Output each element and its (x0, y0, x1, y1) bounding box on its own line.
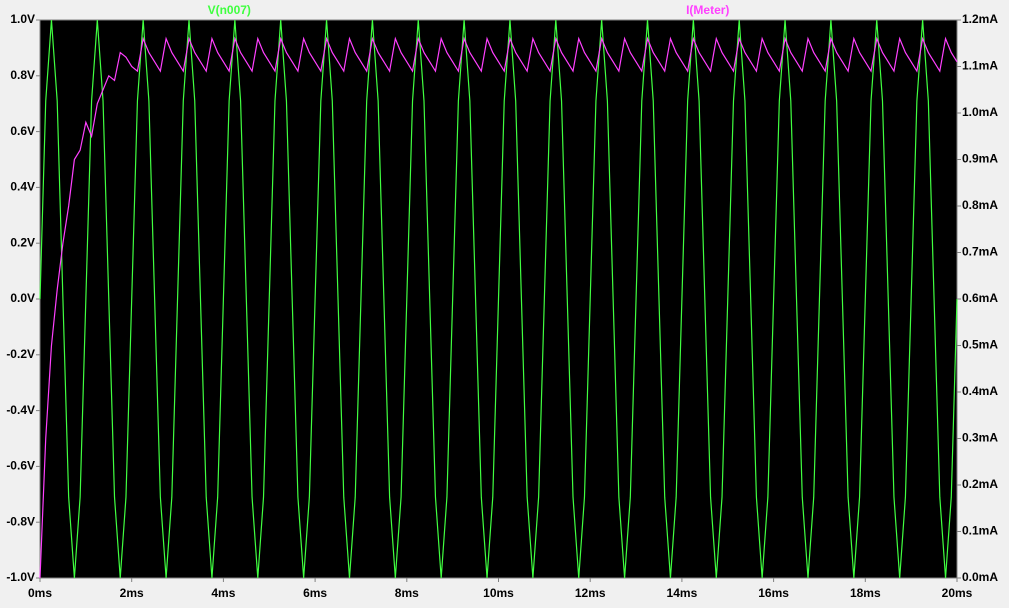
y-tick-label: 0.0V (10, 291, 35, 305)
series-line (39, 19, 958, 579)
x-tick-label: 20ms (942, 586, 973, 600)
x-tick-label: 8ms (395, 586, 419, 600)
y2-tick-label: 0.9mA (962, 152, 998, 166)
y-tick-label: -0.4V (6, 403, 35, 417)
y2-tick-label: 1.0mA (962, 105, 998, 119)
x-tick-label: 14ms (667, 586, 698, 600)
x-tick-label: 0ms (28, 586, 52, 600)
y-tick-label: 0.4V (10, 180, 35, 194)
y-tick-label: 0.8V (10, 68, 35, 82)
y2-tick-label: 0.5mA (962, 338, 998, 352)
series-line (39, 36, 958, 579)
y2-tick-label: 1.2mA (962, 12, 998, 26)
y2-tick-label: 0.2mA (962, 477, 998, 491)
y-tick-label: -0.8V (6, 514, 35, 528)
y2-tick-label: 1.1mA (962, 59, 998, 73)
y2-tick-label: 0.1mA (962, 524, 998, 538)
legend-entry: I(Meter) (686, 3, 729, 17)
y-tick-label: 0.2V (10, 235, 35, 249)
x-tick-label: 2ms (120, 586, 144, 600)
y-tick-label: -1.0V (6, 570, 35, 584)
x-tick-label: 12ms (575, 586, 606, 600)
y2-tick-label: 0.7mA (962, 245, 998, 259)
y-tick-label: -0.2V (6, 347, 35, 361)
y2-tick-label: 0.8mA (962, 198, 998, 212)
y2-tick-label: 0.4mA (962, 384, 998, 398)
y-tick-label: -0.6V (6, 459, 35, 473)
y-tick-label: 0.6V (10, 124, 35, 138)
x-tick-label: 4ms (211, 586, 235, 600)
y2-tick-label: 0.0mA (962, 570, 998, 584)
x-tick-label: 10ms (483, 586, 514, 600)
y-tick-label: 1.0V (10, 12, 35, 26)
legend-entry: V(n007) (208, 3, 251, 17)
x-tick-label: 18ms (850, 586, 881, 600)
x-tick-label: 6ms (303, 586, 327, 600)
x-tick-label: 16ms (758, 586, 789, 600)
y2-tick-label: 0.3mA (962, 431, 998, 445)
y2-tick-label: 0.6mA (962, 291, 998, 305)
